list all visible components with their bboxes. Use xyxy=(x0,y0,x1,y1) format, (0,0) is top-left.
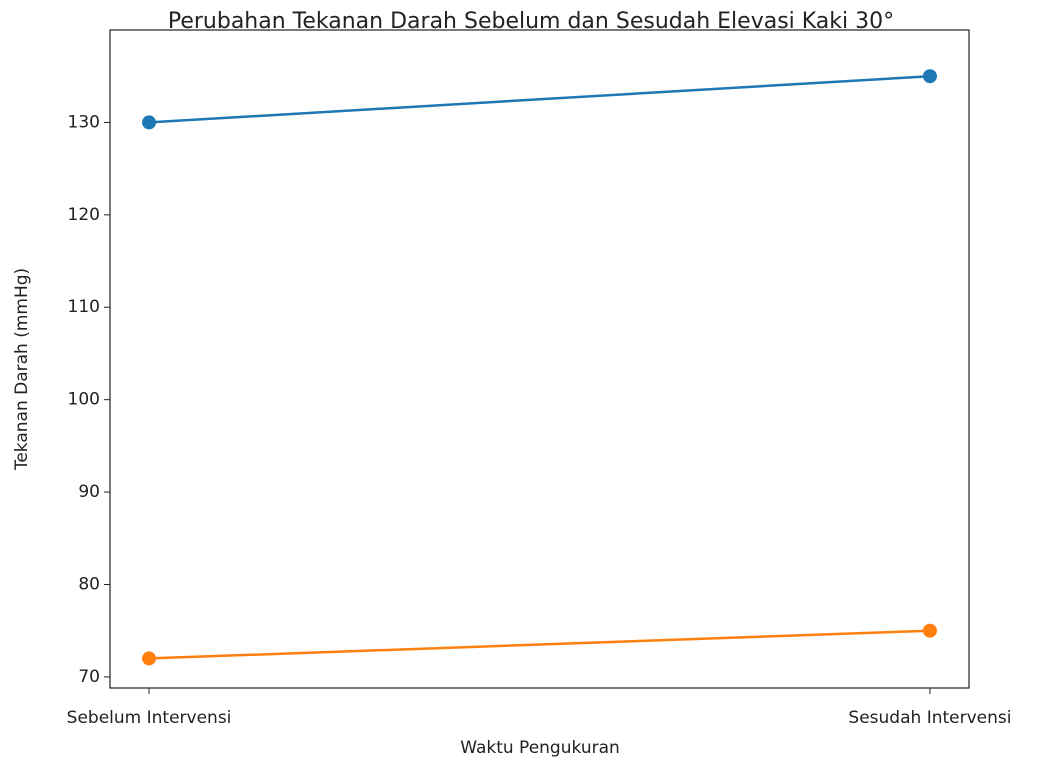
point xyxy=(142,115,157,130)
point xyxy=(922,623,937,638)
line xyxy=(148,74,931,124)
y-tick-label: 100 xyxy=(68,390,100,410)
point xyxy=(922,69,937,84)
y-tick-label: 80 xyxy=(78,574,100,594)
y-tick-label: 130 xyxy=(68,112,100,132)
y-tick-label: 120 xyxy=(68,205,100,225)
y-tick-label: 90 xyxy=(78,482,100,502)
plot-frame xyxy=(109,29,970,689)
point xyxy=(142,651,157,666)
y-tick-label: 70 xyxy=(78,667,100,687)
y-axis-label: Tekanan Darah (mmHg) xyxy=(12,268,32,471)
x-tick-label: Sesudah Intervensi xyxy=(848,708,1011,728)
line xyxy=(149,629,930,660)
x-tick-label: Sebelum Intervensi xyxy=(67,708,232,728)
x-axis-label: Waktu Pengukuran xyxy=(460,738,620,758)
y-tick-label: 110 xyxy=(68,297,100,317)
